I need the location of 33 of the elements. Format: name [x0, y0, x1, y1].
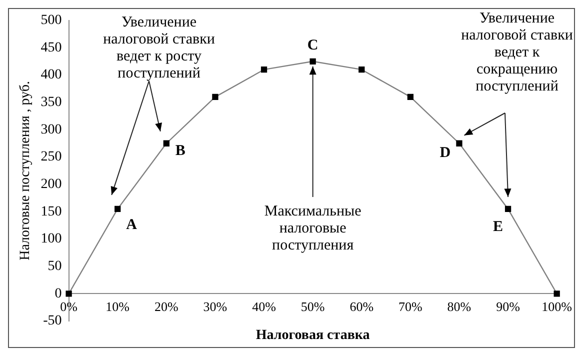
annotation: Увеличение налоговой ставки ведет к росту поступлений — [103, 14, 215, 82]
x-tick-label: 20% — [154, 298, 178, 314]
y-tick-label: 100 — [40, 232, 62, 247]
y-tick-label: 500 — [40, 13, 62, 28]
annotation: C — [307, 37, 318, 54]
y-tick-label: 200 — [40, 177, 62, 192]
y-tick-label: 50 — [48, 259, 62, 274]
x-tick-label: 30% — [203, 298, 228, 314]
annotation: A — [126, 216, 138, 233]
x-tick-label: 70% — [398, 298, 423, 314]
x-tick-label: 100% — [542, 298, 572, 314]
y-tick-label: 150 — [40, 204, 62, 220]
annotation: E — [493, 218, 504, 235]
y-tick-label: -50 — [43, 314, 62, 329]
x-tick-label: 40% — [252, 298, 276, 314]
y-tick-label: 350 — [40, 95, 62, 110]
y-axis-title: Налоговые поступления , руб. — [18, 80, 34, 260]
y-tick-label: 0 — [54, 286, 62, 302]
x-tick-label: 0% — [60, 298, 78, 314]
y-tick-label: 250 — [40, 150, 62, 165]
annotation: B — [175, 143, 186, 160]
y-tick-label: 300 — [40, 122, 62, 138]
x-tick-label: 90% — [496, 298, 520, 314]
annotation: Максимальные налоговые поступления — [264, 203, 362, 254]
x-tick-label: 10% — [106, 298, 130, 314]
annotation: D — [440, 145, 451, 162]
y-tick-label: 400 — [40, 68, 62, 83]
x-tick-label: 60% — [350, 298, 374, 314]
x-tick-label: 80% — [447, 298, 472, 314]
y-tick-label: 450 — [40, 40, 62, 56]
x-axis-title: Налоговая ставка — [256, 328, 370, 343]
annotation: Увеличение налоговой ставки ведет к сокращению поступлений — [461, 10, 573, 94]
x-tick-label: 50% — [300, 298, 325, 314]
